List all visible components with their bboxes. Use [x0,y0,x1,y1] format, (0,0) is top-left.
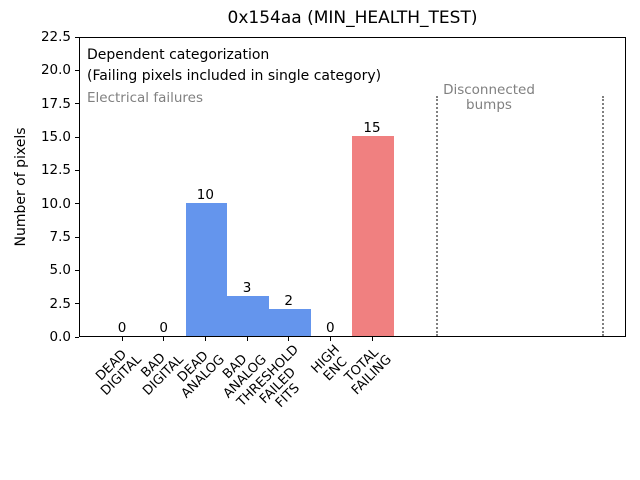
y-tick-label: 0.0 [49,329,71,345]
y-tick-label: 15.0 [40,129,71,145]
x-tick-mark [204,337,206,341]
x-tick-mark [329,337,331,341]
bar-value-label: 2 [284,293,293,310]
y-tick-mark [75,136,79,138]
y-tick-mark [75,103,79,105]
y-tick-label: 5.0 [49,262,71,279]
y-axis-label: Number of pixels [13,127,29,247]
annotation-dependent-categorization: Dependent categorization [87,47,270,63]
y-tick-label: 10.0 [40,195,71,212]
bar-value-label: 0 [326,320,335,336]
y-tick-label: 12.5 [40,162,71,179]
y-tick-mark [75,36,79,38]
y-tick-label: 22.5 [40,29,71,45]
y-tick-mark [75,269,79,271]
y-tick-label: 7.5 [49,229,71,245]
annotation-electrical-failures: Electrical failures [87,90,204,106]
x-tick-mark [121,337,123,341]
y-tick-label: 2.5 [49,295,71,312]
x-tick-mark [371,337,373,341]
y-tick-mark [75,336,79,338]
x-tick-mark [288,337,290,341]
x-tick-mark [163,337,165,341]
y-tick-mark [75,236,79,238]
plot-area [79,37,626,337]
section-divider-vline [602,96,605,336]
x-tick-label-text: TOTAL FAILING [342,345,395,399]
bar-total-failing [352,136,394,336]
y-tick-label: 20.0 [40,62,71,79]
y-tick-mark [75,203,79,205]
bar-value-label: 0 [117,320,127,336]
annotation-disconnected-bumps: Disconnected bumps [443,82,535,113]
y-tick-mark [75,169,79,171]
section-divider-vline [435,96,438,336]
y-tick-label: 17.5 [40,95,71,112]
bar-bad-analog [227,296,269,336]
bar-value-label: 3 [242,280,252,296]
annotation-failing-pixels-note: (Failing pixels included in single categ… [87,68,382,84]
x-tick-mark [246,337,248,341]
bar-value-label: 15 [363,120,381,136]
y-tick-mark [75,303,79,305]
bar-threshold-failed-fits [268,309,311,336]
bar-value-label: 10 [196,186,214,203]
y-tick-mark [75,69,79,71]
bar-dead-analog [185,202,228,336]
chart-title: 0x154aa (MIN_HEALTH_TEST) [227,8,478,28]
bar-value-label: 0 [159,320,168,336]
